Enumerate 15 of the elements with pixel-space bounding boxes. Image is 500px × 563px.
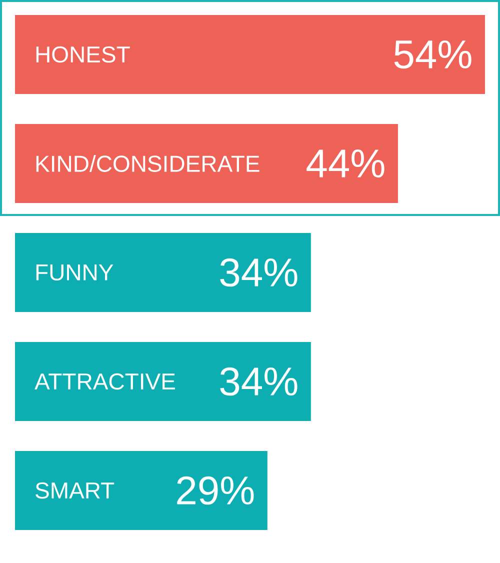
y-tick-label: ATTRACTIVE [34, 373, 175, 390]
data-label: 29% [177, 476, 254, 505]
data-label: 54% [394, 40, 472, 69]
data-label: 34% [220, 367, 298, 396]
y-tick-label: SMART [36, 482, 114, 499]
bar [15, 124, 398, 204]
bar [15, 15, 485, 94]
bar [15, 342, 311, 422]
y-tick-label: HONEST [36, 46, 130, 63]
bar [15, 450, 268, 530]
data-label: 44% [306, 150, 384, 178]
bar [15, 232, 311, 312]
data-label: 34% [220, 258, 298, 287]
y-tick-label: KIND/CONSIDERATE [36, 155, 260, 172]
y-tick-label: FUNNY [36, 264, 114, 281]
